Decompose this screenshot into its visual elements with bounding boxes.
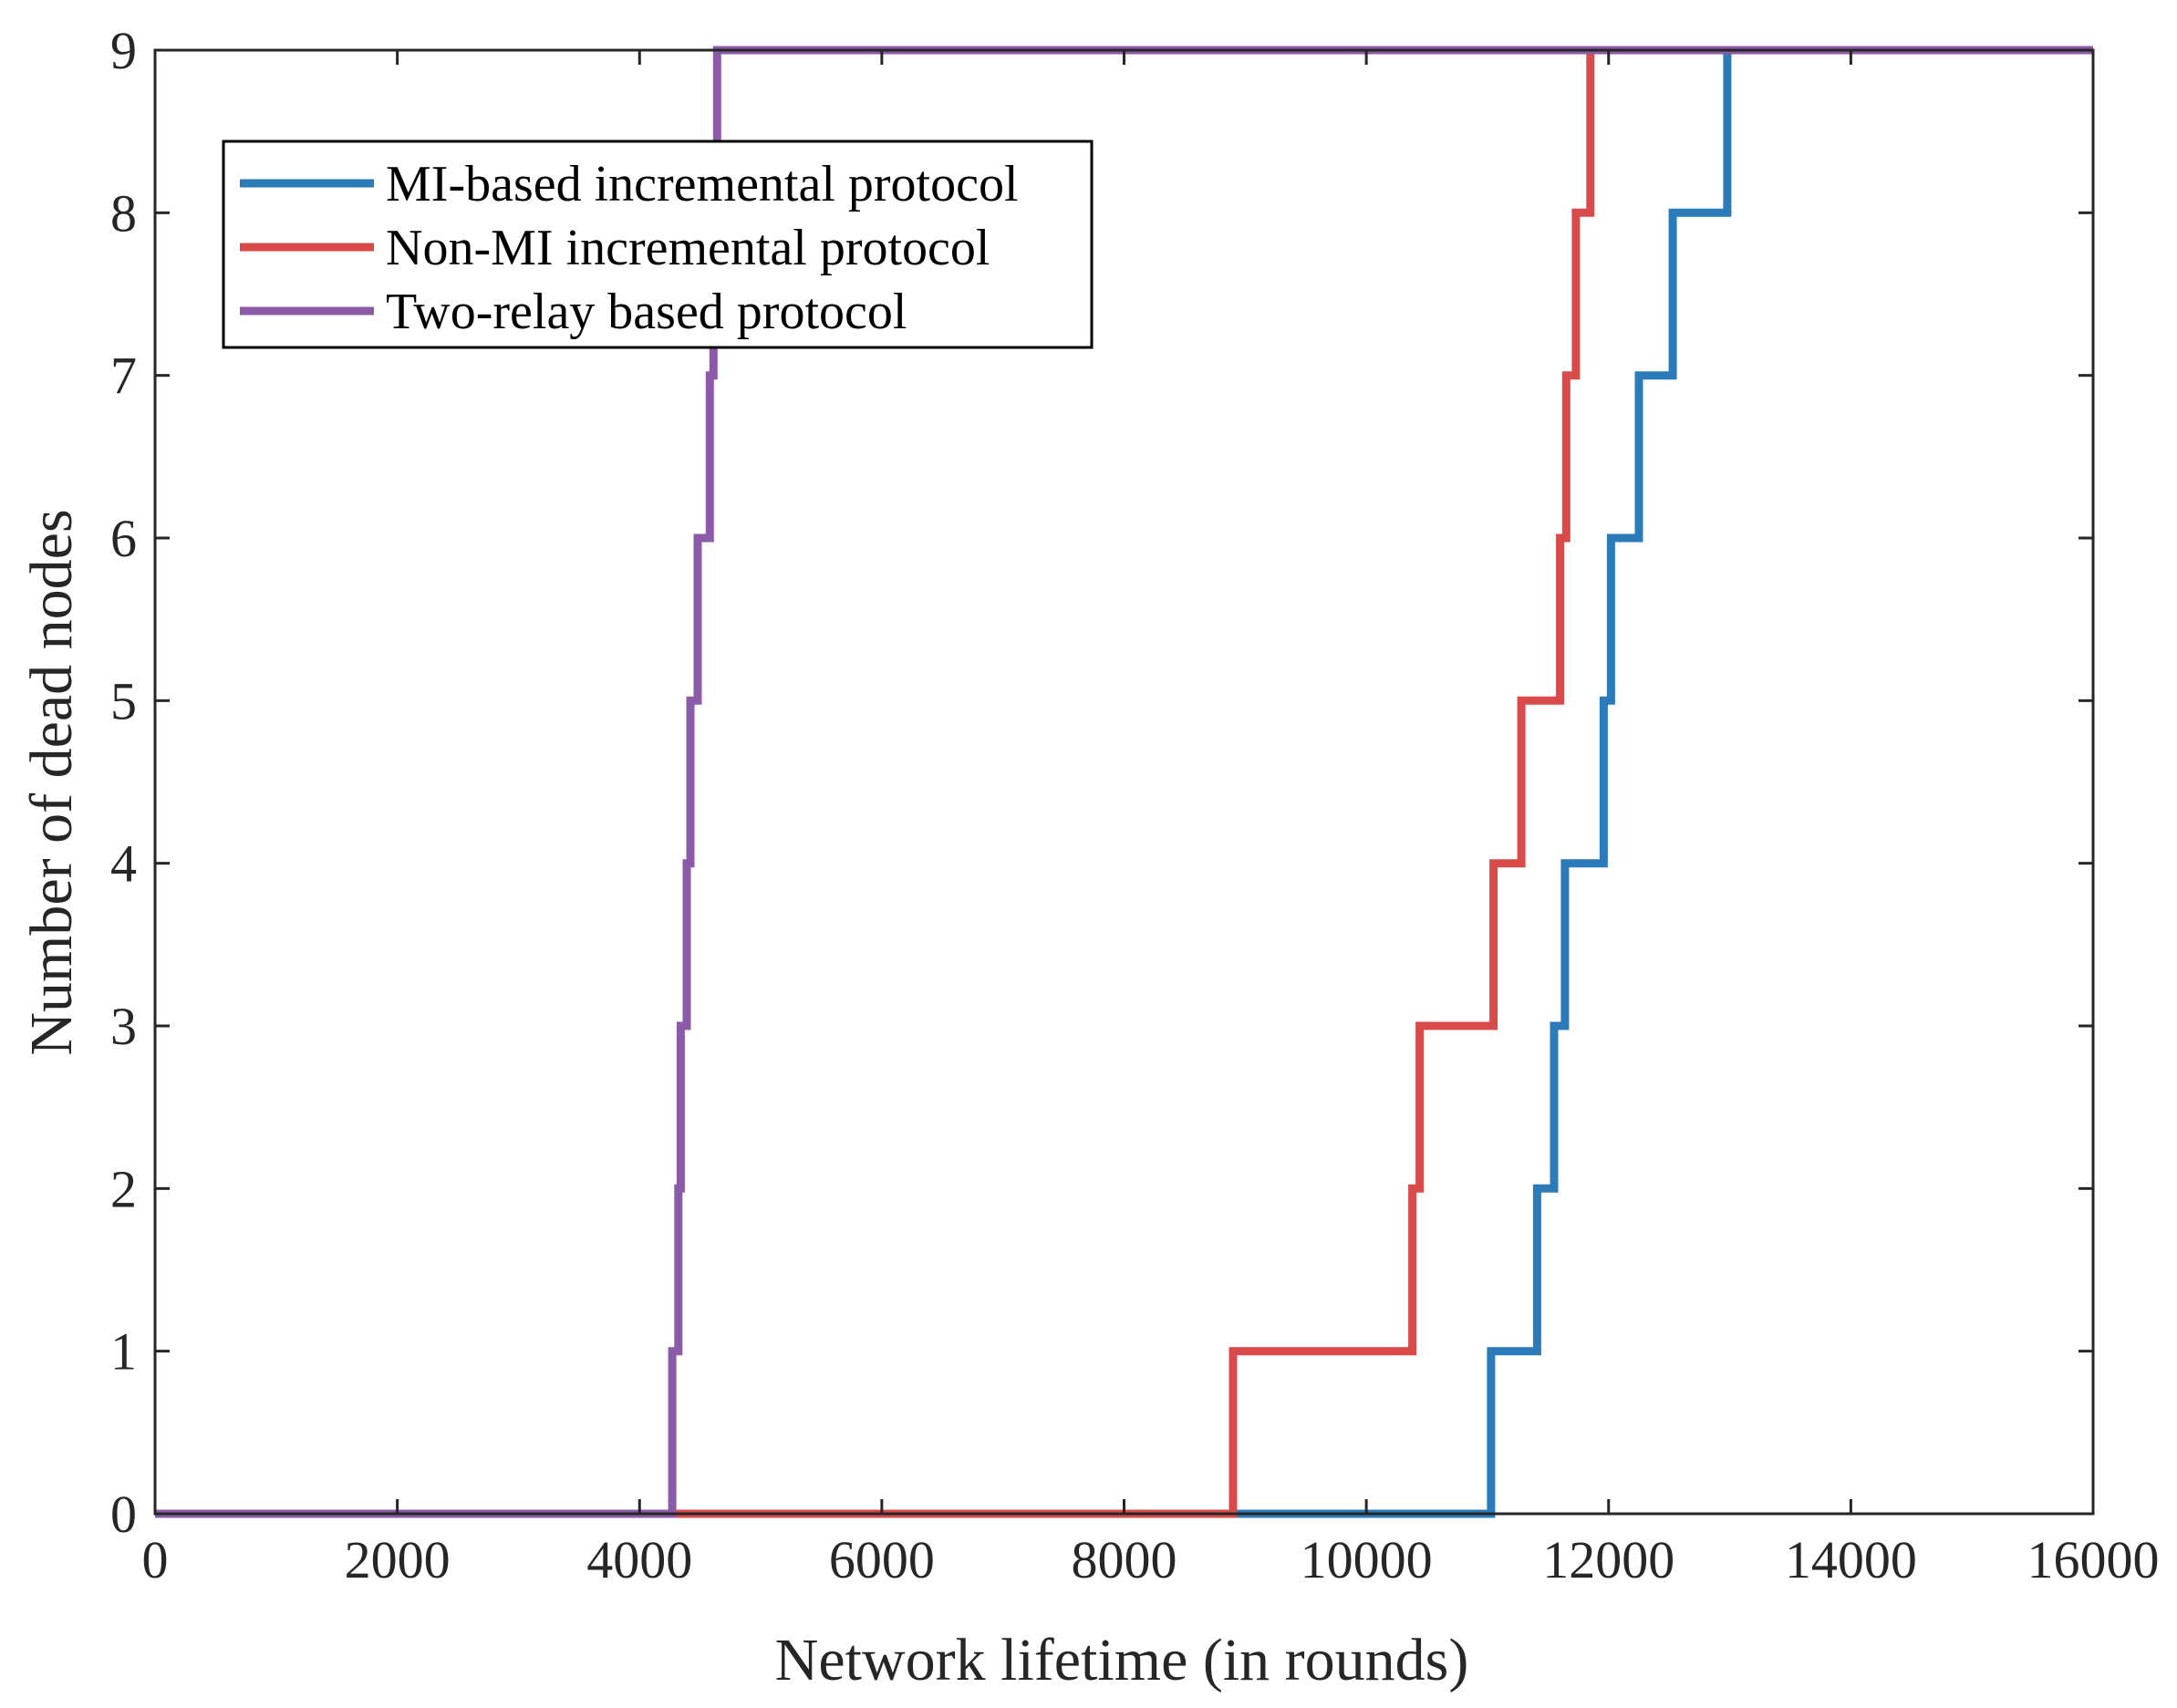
x-tick-label: 4000 — [586, 1530, 692, 1589]
legend-item-two-relay-based-protocol: Two-relay based protocol — [240, 284, 907, 340]
legend-label: Non-MI incremental protocol — [386, 220, 990, 276]
y-tick-label: 6 — [110, 509, 137, 568]
y-tick-label: 3 — [110, 997, 137, 1056]
legend-item-non-mi-incremental-protocol: Non-MI incremental protocol — [240, 220, 990, 276]
x-tick-label: 10000 — [1301, 1530, 1433, 1589]
x-tick-label: 6000 — [829, 1530, 935, 1589]
series-line-non-mi-incremental-protocol — [155, 46, 2093, 1518]
x-axis-label: Network lifetime (in rounds) — [775, 1627, 1469, 1693]
y-tick-label: 4 — [110, 834, 137, 894]
x-tick-label: 8000 — [1072, 1530, 1177, 1589]
x-tick-label: 14000 — [1785, 1530, 1917, 1589]
y-tick-label: 8 — [110, 183, 137, 243]
x-tick-label: 16000 — [2027, 1530, 2160, 1589]
y-tick-label: 1 — [110, 1322, 137, 1382]
axes-layer: 0 2000 4000 6000 8000 10000 12000 14000 16000 0 1 2… — [110, 21, 2160, 1589]
x-tick-label: 2000 — [345, 1530, 451, 1589]
series-line-mi-based-incremental-protocol — [155, 46, 2093, 1518]
y-tick-label: 0 — [110, 1485, 137, 1544]
y-axis-label: Number of dead nodes — [18, 509, 85, 1055]
y-tick-label: 9 — [110, 21, 137, 80]
y-tick-label: 5 — [110, 671, 137, 730]
x-tick-label: 0 — [142, 1530, 169, 1589]
y-tick-label: 2 — [110, 1159, 137, 1218]
legend: MI-based incremental protocol Non-MI incr… — [222, 140, 1094, 349]
legend-item-mi-based-incremental-protocol: MI-based incremental protocol — [240, 156, 1019, 212]
x-tick-label: 12000 — [1542, 1530, 1674, 1589]
y-tick-label: 7 — [110, 347, 137, 406]
legend-label: MI-based incremental protocol — [386, 156, 1019, 212]
legend-label: Two-relay based protocol — [386, 284, 907, 340]
